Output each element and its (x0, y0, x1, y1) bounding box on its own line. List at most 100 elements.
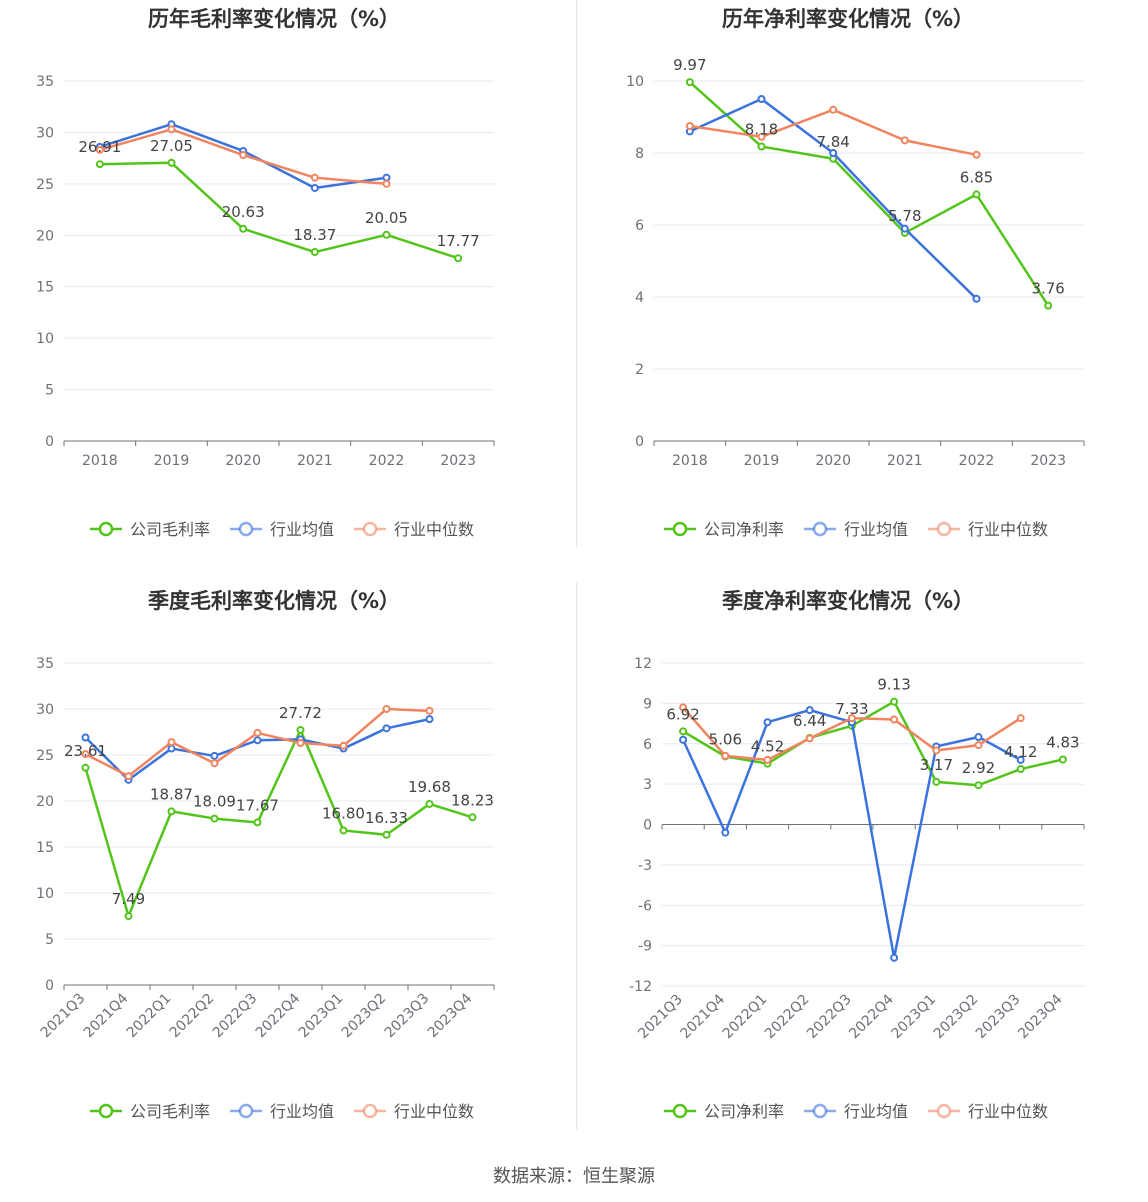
chart-quarterly-net-margin: 季度净利率变化情况（%） -12 -9 -6 -3 0 3 6 9 12 2021Q3 2021Q4 2… (574, 582, 1148, 1162)
data-label: 19.68 (408, 778, 451, 796)
data-point-company (425, 799, 434, 808)
y-tick-label: 0 (45, 978, 54, 994)
data-point-median (1016, 714, 1025, 723)
data-point-company (167, 158, 176, 167)
x-tick-label: 2018 (672, 453, 708, 469)
data-point-median (95, 145, 104, 154)
data-label: 2.92 (962, 759, 995, 777)
x-tick-label: 2023Q2 (339, 991, 390, 1042)
y-tick-label: 0 (643, 818, 652, 834)
data-label: 6.85 (960, 168, 993, 186)
legend-marker (238, 1103, 254, 1119)
data-point-avg (972, 294, 981, 303)
data-point-median (167, 738, 176, 747)
data-point-avg (721, 828, 730, 837)
x-tick-label: 2023 (440, 453, 476, 469)
data-point-avg (829, 149, 838, 157)
data-label: 6.92 (666, 705, 699, 723)
data-point-company (1058, 755, 1067, 764)
legend-item-avg[interactable]: 行业均值 (804, 520, 908, 539)
data-point-median (124, 772, 133, 781)
data-point-median (763, 755, 772, 764)
legend-item-avg[interactable]: 行业均值 (230, 520, 334, 539)
data-point-median (239, 151, 248, 160)
data-label: 9.97 (673, 56, 706, 74)
x-tick-label: 2020 (225, 453, 261, 469)
data-point-avg (167, 744, 176, 753)
legend-label: 公司毛利率 (130, 520, 210, 539)
x-tick-label: 2023 (1030, 453, 1066, 469)
data-point-company (757, 142, 766, 151)
legend-item-avg[interactable]: 行业均值 (230, 1102, 334, 1121)
data-label: 9.13 (877, 676, 910, 694)
data-label: 17.77 (437, 232, 480, 250)
legend-item-median[interactable]: 行业中位数 (354, 1102, 474, 1121)
x-tick-label: 2023Q1 (889, 992, 940, 1043)
legend-item-avg[interactable]: 行业均值 (804, 1102, 908, 1121)
data-point-avg (382, 724, 391, 733)
data-point-median (210, 759, 219, 768)
data-point-avg (1016, 755, 1025, 764)
data-label: 4.52 (751, 738, 784, 756)
chart-annual-gross-margin: 历年毛利率变化情况（%） 0 5 10 15 20 25 30 35 2018 2019 2020 20… (0, 0, 574, 580)
y-tick-label: 15 (36, 840, 54, 856)
chart-title: 历年净利率变化情况（%） (722, 7, 974, 31)
x-tick-label: 2022 (959, 453, 995, 469)
data-point-avg (81, 733, 90, 742)
y-tick-label: 4 (635, 290, 644, 306)
series-line-company (682, 700, 1064, 787)
x-tick-label: 2022 (369, 453, 405, 469)
data-label: 6.44 (793, 712, 826, 730)
data-label: 5.78 (888, 207, 921, 225)
data-label: 4.83 (1046, 733, 1079, 751)
legend-label: 行业均值 (270, 520, 334, 539)
data-point-company (167, 807, 176, 816)
data-label: 7.84 (816, 133, 849, 151)
data-point-company (253, 818, 262, 827)
legend-label: 公司净利率 (704, 1102, 784, 1121)
data-label: 4.12 (1004, 743, 1037, 761)
series-line-company (99, 161, 459, 260)
legend-item-company[interactable]: 公司毛利率 (90, 1102, 210, 1121)
data-point-avg (757, 95, 766, 103)
data-point-avg (425, 715, 434, 724)
legend-item-company[interactable]: 公司净利率 (664, 520, 784, 539)
data-point-avg (382, 173, 391, 182)
data-point-median (900, 136, 909, 145)
data-label: 5.06 (709, 730, 742, 748)
data-label: 7.49 (112, 890, 145, 908)
legend-item-median[interactable]: 行业中位数 (928, 520, 1048, 539)
x-tick-label: 2023Q4 (1015, 991, 1066, 1042)
data-point-median (829, 105, 838, 114)
data-point-median (805, 734, 814, 743)
y-tick-label: -9 (638, 939, 652, 955)
x-tick-label: 2022Q4 (253, 990, 304, 1041)
x-tick-label: 2022Q1 (124, 991, 175, 1042)
x-tick-label: 2022Q2 (762, 992, 813, 1043)
y-tick-label: 10 (626, 74, 644, 90)
data-point-company (81, 763, 90, 772)
chart-annual-net-margin: 历年净利率变化情况（%） 0 2 4 6 8 10 2018 2019 2020 2021 2022 2… (574, 0, 1148, 580)
y-tick-label: 15 (36, 280, 54, 296)
x-tick-label: 2018 (82, 453, 118, 469)
x-tick-label: 2022Q1 (720, 992, 771, 1043)
data-label: 8.18 (745, 121, 778, 139)
data-point-avg (253, 736, 262, 745)
x-tick-label: 2019 (744, 453, 780, 469)
data-label: 7.33 (835, 700, 868, 718)
data-point-avg (805, 706, 814, 715)
y-tick-label: 0 (635, 434, 644, 450)
data-point-median (847, 714, 856, 723)
legend-marker (362, 521, 378, 537)
x-tick-label: 2021 (887, 453, 923, 469)
y-tick-label: 12 (634, 656, 652, 672)
data-label: 18.09 (193, 793, 236, 811)
y-tick-label: 10 (36, 331, 54, 347)
y-tick-label: 5 (45, 383, 54, 399)
data-point-median (81, 750, 90, 759)
legend-item-median[interactable]: 行业中位数 (354, 520, 474, 539)
y-tick-label: 10 (36, 886, 54, 902)
legend-item-median[interactable]: 行业中位数 (928, 1102, 1048, 1121)
legend-item-company[interactable]: 公司毛利率 (90, 520, 210, 539)
legend-item-company[interactable]: 公司净利率 (664, 1102, 784, 1121)
